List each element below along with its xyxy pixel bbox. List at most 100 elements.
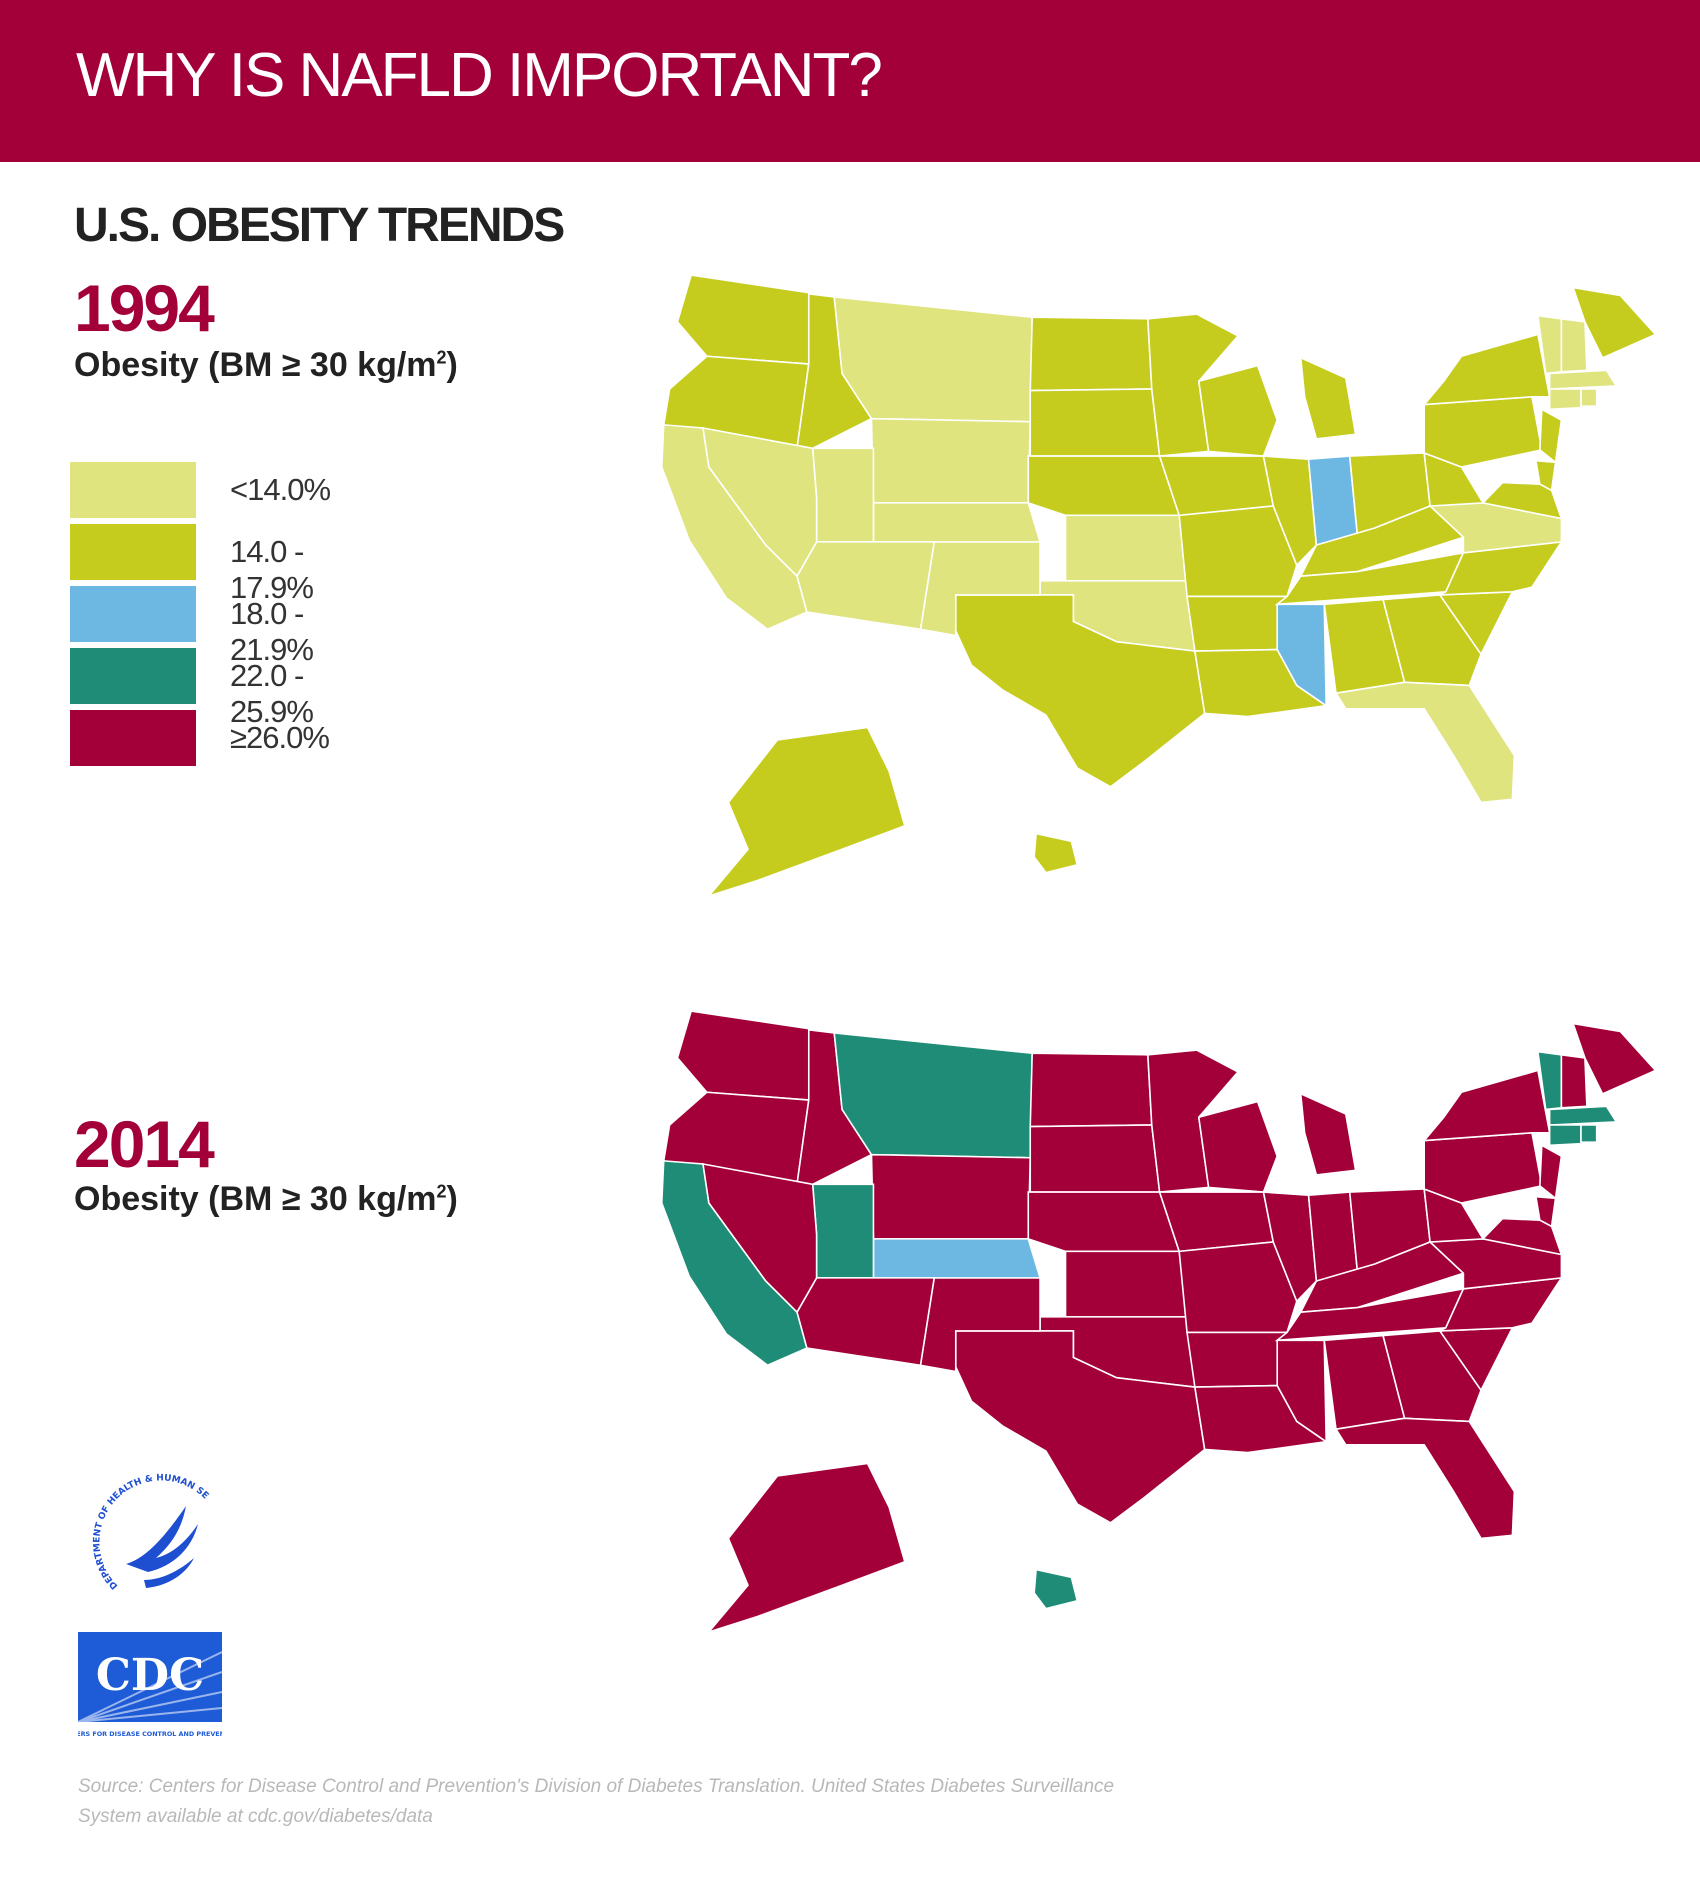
- state-ny: [1422, 333, 1551, 406]
- year-heading-1994: 1994: [74, 271, 215, 345]
- legend-swatch: [70, 710, 196, 766]
- metric-label-text: Obesity (BM ≥ 30 kg/m: [74, 346, 437, 384]
- state-mi: [1299, 1092, 1357, 1176]
- state-ne: [1027, 1191, 1181, 1253]
- state-tx: [954, 1330, 1206, 1524]
- state-nh: [1560, 317, 1588, 373]
- metric-label-close: ): [446, 346, 458, 384]
- state-nd: [1029, 1052, 1153, 1128]
- legend-swatch: [70, 586, 196, 642]
- state-ct: [1548, 1124, 1582, 1147]
- state-nh: [1560, 1053, 1588, 1109]
- state-ar: [1186, 1331, 1288, 1388]
- state-nc: [1439, 540, 1563, 596]
- state-ca: [660, 1160, 808, 1367]
- state-ks: [1064, 1250, 1188, 1318]
- state-ny: [1422, 1069, 1551, 1142]
- state-md: [1481, 481, 1563, 520]
- year-heading-2014: 2014: [74, 1107, 215, 1181]
- metric-label-text: Obesity (BM ≥ 30 kg/m: [74, 1180, 437, 1218]
- state-az: [796, 1277, 936, 1367]
- state-mt: [833, 1032, 1034, 1159]
- state-ms: [1276, 1339, 1328, 1444]
- state-ia: [1158, 1191, 1275, 1253]
- state-me: [1571, 1022, 1657, 1095]
- state-co: [872, 502, 1042, 543]
- state-ga: [1382, 594, 1482, 687]
- eagle-icon: [126, 1506, 198, 1572]
- us-map-1994: [660, 274, 1657, 898]
- metric-label-superscript: 2: [436, 347, 447, 368]
- legend-swatch: [70, 462, 196, 518]
- hhs-seal-logo: DEPARTMENT OF HEALTH & HUMAN SERVICES • …: [86, 1468, 210, 1591]
- section-subtitle: U.S. OBESITY TRENDS: [74, 199, 565, 252]
- state-ar: [1186, 595, 1288, 652]
- state-co: [872, 1238, 1042, 1279]
- state-ri: [1580, 388, 1598, 407]
- state-il: [1262, 455, 1318, 567]
- legend-label: 14.0 - 17.9%: [230, 534, 314, 605]
- state-wy: [870, 417, 1032, 504]
- source-citation: Source: Centers for Disease Control and …: [78, 1776, 1115, 1827]
- header-banner: WHY IS NAFLD IMPORTANT?: [0, 0, 1700, 162]
- state-nj: [1539, 407, 1563, 464]
- state-wy: [870, 1153, 1032, 1240]
- state-nd: [1029, 316, 1153, 392]
- state-wi: [1197, 364, 1279, 457]
- state-nj: [1539, 1143, 1563, 1200]
- state-ct: [1548, 388, 1582, 411]
- hhs-seal-arc-text: DEPARTMENT OF HEALTH & HUMAN SERVICES • …: [86, 1468, 210, 1591]
- legend-swatch: [70, 524, 196, 580]
- state-ms: [1276, 603, 1328, 708]
- state-ga: [1382, 1330, 1482, 1423]
- legend-label: ≥26.0%: [230, 720, 330, 755]
- state-hi: [1033, 1568, 1079, 1610]
- state-fl: [1334, 681, 1516, 804]
- state-az: [796, 541, 936, 631]
- cdc-logo-subtext: CENTERS FOR DISEASE CONTROL AND PREVENTI…: [78, 1730, 222, 1738]
- state-ut: [811, 447, 875, 543]
- legend-swatch: [70, 648, 196, 704]
- legend-label: <14.0%: [230, 472, 331, 507]
- metric-label-close: ): [446, 1180, 458, 1218]
- state-wa: [676, 274, 818, 365]
- state-ma: [1548, 1105, 1618, 1126]
- us-map-2014: [660, 1010, 1657, 1634]
- state-mo: [1178, 1241, 1298, 1334]
- state-ri: [1580, 1124, 1598, 1143]
- cdc-logo-text: CDC: [96, 1650, 204, 1701]
- hhs-seal-text: DEPARTMENT OF HEALTH & HUMAN SERVICES • …: [86, 1468, 210, 1591]
- state-ne: [1027, 455, 1181, 517]
- state-fl: [1334, 1417, 1516, 1540]
- state-ia: [1158, 455, 1275, 517]
- page-title: WHY IS NAFLD IMPORTANT?: [76, 41, 883, 110]
- state-sd: [1029, 388, 1161, 457]
- state-il: [1262, 1191, 1318, 1303]
- state-ca: [660, 424, 808, 631]
- state-me: [1571, 286, 1657, 359]
- legend-label: 22.0 - 25.9%: [230, 658, 314, 729]
- legend-label: 18.0 - 21.9%: [230, 596, 314, 667]
- state-ma: [1548, 369, 1618, 390]
- state-tx: [954, 594, 1206, 788]
- state-pa: [1423, 1131, 1543, 1204]
- state-mo: [1178, 505, 1298, 598]
- state-wa: [676, 1010, 818, 1101]
- state-md: [1481, 1217, 1563, 1256]
- state-mi: [1299, 356, 1357, 440]
- state-ak: [706, 726, 906, 898]
- cdc-logo-rays: [78, 1651, 222, 1723]
- obesity-metric-label-2014: Obesity (BM ≥ 30 kg/m2): [74, 1180, 458, 1219]
- state-mt: [833, 296, 1034, 423]
- state-hi: [1033, 832, 1079, 874]
- metric-label-superscript: 2: [436, 1181, 447, 1202]
- eagle-wing-icon: [144, 1558, 194, 1588]
- state-ak: [706, 1462, 906, 1634]
- state-nc: [1439, 1276, 1563, 1332]
- obesity-metric-label-1994: Obesity (BM ≥ 30 kg/m2): [74, 346, 458, 385]
- cdc-logo: CDC CENTERS FOR DISEASE CONTROL AND PREV…: [78, 1632, 222, 1738]
- state-sd: [1029, 1124, 1161, 1193]
- state-pa: [1423, 395, 1543, 468]
- state-ut: [811, 1183, 875, 1279]
- state-ks: [1064, 514, 1188, 582]
